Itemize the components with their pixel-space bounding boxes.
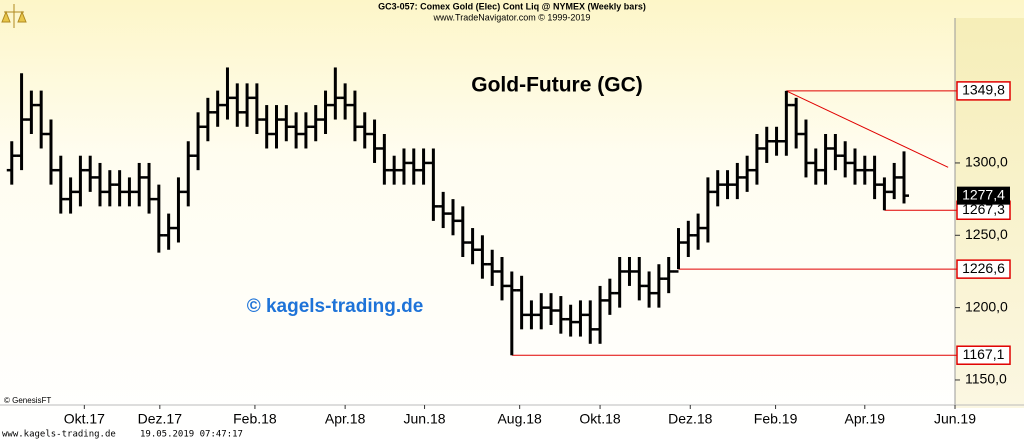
trend-line bbox=[786, 90, 949, 168]
level-label: 1267,3 bbox=[962, 201, 1005, 217]
x-tick-label: Apr.19 bbox=[845, 411, 886, 427]
x-tick-label: Apr.18 bbox=[325, 411, 366, 427]
x-tick-label: Jun.18 bbox=[404, 411, 446, 427]
footer-site: www.kagels-trading.de bbox=[2, 430, 116, 440]
header-title: GC3-057: Comex Gold (Elec) Cont Liq @ NY… bbox=[378, 1, 646, 11]
level-box bbox=[956, 81, 1011, 101]
last-price-box bbox=[957, 186, 1010, 205]
level-box bbox=[956, 259, 1011, 279]
x-tick-label: Feb.19 bbox=[754, 411, 798, 427]
level-box bbox=[956, 345, 1011, 365]
chart-title: Gold-Future (GC) bbox=[471, 74, 642, 97]
y-tick-label: 1250,0 bbox=[965, 226, 1008, 242]
level-label: 1349,8 bbox=[962, 82, 1005, 98]
last-price-label: 1277,4 bbox=[962, 186, 1005, 202]
credit: © GenesisFT bbox=[4, 396, 51, 405]
watermark: © kagels-trading.de bbox=[247, 296, 424, 317]
x-tick-label: Feb.18 bbox=[233, 411, 277, 427]
x-tick-label: Aug.18 bbox=[497, 411, 542, 427]
y-tick-label: 1200,0 bbox=[965, 298, 1008, 314]
x-tick-label: Jun.19 bbox=[934, 411, 976, 427]
y-tick-label: 1150,0 bbox=[965, 371, 1007, 387]
logo bbox=[1, 4, 27, 28]
x-tick-label: Dez.17 bbox=[138, 411, 183, 427]
header-subtitle: www.TradeNavigator.com © 1999-2019 bbox=[433, 12, 591, 22]
level-label: 1167,1 bbox=[963, 346, 1005, 362]
y-tick-label: 1300,0 bbox=[965, 154, 1008, 170]
footer-timestamp: 19.05.2019 07:47:17 bbox=[140, 430, 243, 440]
x-tick-label: Okt.18 bbox=[579, 411, 620, 427]
x-tick-label: Dez.18 bbox=[668, 411, 713, 427]
level-label: 1226,6 bbox=[962, 260, 1005, 276]
x-tick-label: Okt.17 bbox=[64, 411, 105, 427]
